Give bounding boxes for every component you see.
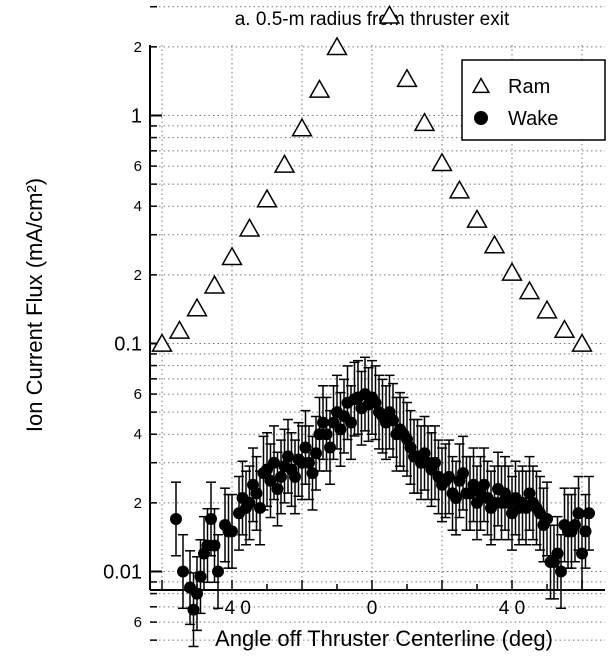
wake-point: [555, 565, 567, 578]
y-tick-label: 6: [134, 158, 142, 175]
ram-point: [326, 36, 348, 56]
wake-point: [226, 525, 238, 538]
ram-point: [448, 179, 471, 199]
legend-wake-label: Wake: [508, 108, 558, 130]
y-tick-label: 2: [134, 495, 142, 512]
ram-point: [413, 112, 436, 132]
wake-point: [177, 565, 189, 578]
y-tick-label: 1: [131, 106, 142, 128]
y-tick-label: 0.1: [114, 334, 142, 356]
ram-point: [256, 188, 278, 208]
ram-point: [168, 320, 191, 339]
y-tick-label: 0.01: [103, 562, 142, 584]
ram-point: [308, 79, 331, 98]
y-axis-label: Ion Current Flux (mA/cm²): [22, 178, 47, 432]
wake-series: [170, 356, 595, 648]
ram-point: [151, 332, 173, 352]
ram-point: [553, 319, 576, 339]
y-tick-label: 6: [134, 386, 142, 403]
y-tick-label: 6: [134, 614, 142, 631]
y-tick-label: 2: [134, 267, 142, 284]
ram-point: [483, 234, 506, 254]
x-axis-label: Angle off Thruster Centerline (deg): [215, 626, 553, 651]
y-tick-label: 4: [134, 426, 142, 443]
legend: Ram Wake: [461, 59, 606, 141]
y-tick-label: 2: [134, 39, 142, 56]
ram-point: [571, 332, 593, 352]
x-tick-label: 0: [367, 598, 378, 619]
ram-point: [501, 261, 523, 281]
ram-point: [273, 153, 296, 173]
ram-point: [536, 299, 558, 319]
ram-point: [221, 246, 243, 266]
chart-title: a. 0.5-m radius from thruster exit: [235, 9, 510, 30]
y-tick-label: 4: [134, 198, 142, 215]
ram-point: [466, 208, 488, 228]
legend-ram-label: Ram: [508, 76, 550, 98]
ram-point: [238, 217, 261, 237]
ram-point: [203, 274, 226, 294]
wake-point: [212, 565, 224, 578]
ram-point: [518, 280, 541, 300]
wake-point: [541, 512, 553, 525]
ram-point: [186, 297, 208, 317]
legend-wake-marker: [474, 111, 488, 125]
axes: [149, 45, 605, 591]
ram-point: [396, 68, 418, 88]
legend-ram-marker: [471, 76, 491, 94]
x-tick-label: - 4 0: [213, 598, 251, 619]
ram-point: [378, 4, 401, 24]
x-tick-label: 4 0: [499, 598, 525, 619]
ram-point: [431, 152, 453, 172]
ram-point: [291, 117, 313, 137]
wake-point: [583, 507, 595, 520]
legend-box: [461, 59, 606, 141]
ram-series: [151, 4, 593, 352]
wake-point: [170, 512, 182, 525]
